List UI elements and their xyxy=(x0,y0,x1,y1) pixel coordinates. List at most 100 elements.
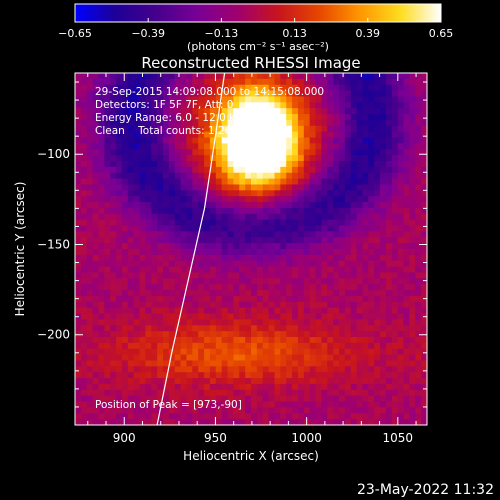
colorbar-tick-label: 0.13 xyxy=(282,27,307,40)
heatmap-cell xyxy=(286,184,293,191)
heatmap-cell xyxy=(421,419,427,425)
heatmap-cell xyxy=(204,119,211,127)
heatmap-cell xyxy=(163,102,170,109)
heatmap-cell xyxy=(356,319,364,326)
heatmap-cell xyxy=(286,96,293,103)
heatmap-cell xyxy=(192,278,199,285)
heatmap-cell xyxy=(385,272,393,279)
heatmap-cell xyxy=(339,184,346,191)
heatmap-cell xyxy=(262,213,270,221)
heatmap-cell xyxy=(121,342,129,350)
heatmap-cell xyxy=(157,108,164,115)
heatmap-cell xyxy=(415,295,422,303)
heatmap-cell xyxy=(339,249,346,256)
heatmap-cell xyxy=(415,413,422,420)
heatmap-cell xyxy=(75,419,82,425)
heatmap-cell xyxy=(104,114,111,121)
heatmap-cell xyxy=(133,225,141,232)
heatmap-cell xyxy=(368,143,375,150)
heatmap-cell xyxy=(121,313,129,320)
heatmap-cell xyxy=(256,96,264,103)
heatmap-cell xyxy=(92,319,100,326)
heatmap-cell xyxy=(233,331,240,338)
heatmap-cell xyxy=(368,348,375,356)
heatmap-cell xyxy=(333,231,340,238)
heatmap-cell xyxy=(239,155,246,162)
heatmap-cell xyxy=(268,401,276,408)
heatmap-cell xyxy=(344,196,352,203)
heatmap-cell xyxy=(256,178,264,186)
heatmap-cell xyxy=(409,131,416,139)
heatmap-cell xyxy=(98,401,105,408)
heatmap-cell xyxy=(209,125,217,133)
heatmap-cell xyxy=(268,231,276,238)
heatmap-cell xyxy=(209,354,217,362)
heatmap-cell xyxy=(75,360,82,367)
heatmap-cell xyxy=(362,73,369,80)
heatmap-cell xyxy=(274,413,281,420)
heatmap-cell xyxy=(368,96,375,103)
heatmap-cell xyxy=(344,119,352,127)
heatmap-cell xyxy=(415,342,422,350)
heatmap-cell xyxy=(309,172,317,180)
heatmap-cell xyxy=(268,419,276,425)
heatmap-cell xyxy=(315,372,322,379)
heatmap-cell xyxy=(204,166,211,174)
heatmap-cell xyxy=(380,178,387,186)
heatmap-cell xyxy=(409,342,416,350)
heatmap-cell xyxy=(121,307,129,315)
heatmap-cell xyxy=(262,84,270,92)
heatmap-cell xyxy=(75,272,82,279)
heatmap-cell xyxy=(356,325,364,332)
heatmap-cell xyxy=(233,196,240,203)
heatmap-cell xyxy=(116,78,123,86)
heatmap-cell xyxy=(121,196,129,203)
heatmap-cell xyxy=(274,149,281,156)
heatmap-cell xyxy=(75,143,82,150)
heatmap-cell xyxy=(321,125,328,133)
heatmap-cell xyxy=(168,272,176,279)
heatmap-cell xyxy=(286,272,293,279)
heatmap-cell xyxy=(303,184,311,191)
heatmap-cell xyxy=(163,125,170,133)
heatmap-cell xyxy=(116,108,123,115)
heatmap-cell xyxy=(86,178,94,186)
heatmap-cell xyxy=(127,389,135,397)
heatmap-cell xyxy=(186,78,193,86)
heatmap-cell xyxy=(309,325,317,332)
heatmap-cell xyxy=(286,219,293,227)
heatmap-cell xyxy=(403,354,410,362)
heatmap-cell xyxy=(397,131,405,139)
heatmap-cell xyxy=(274,319,281,326)
heatmap-cell xyxy=(368,372,375,379)
heatmap-cell xyxy=(262,202,270,209)
heatmap-cell xyxy=(192,202,199,209)
heatmap-cell xyxy=(415,196,422,203)
heatmap-cell xyxy=(274,119,281,127)
heatmap-cell xyxy=(297,389,305,397)
heatmap-cell xyxy=(339,295,346,303)
heatmap-cell xyxy=(145,249,152,256)
heatmap-cell xyxy=(133,325,141,332)
heatmap-cell xyxy=(321,366,328,373)
heatmap-cell xyxy=(321,378,328,385)
heatmap-cell xyxy=(239,348,246,356)
heatmap-cell xyxy=(92,207,100,215)
heatmap-cell xyxy=(221,207,229,215)
heatmap-cell xyxy=(215,260,223,268)
heatmap-cell xyxy=(409,266,416,274)
x-tick-label: 1000 xyxy=(291,431,322,445)
heatmap-cell xyxy=(121,143,129,150)
heatmap-cell xyxy=(186,307,193,315)
heatmap-cell xyxy=(362,166,369,174)
heatmap-cell xyxy=(385,143,393,150)
heatmap-cell xyxy=(409,178,416,186)
heatmap-cell xyxy=(239,360,246,367)
heatmap-cell xyxy=(121,184,129,191)
heatmap-cell xyxy=(251,125,258,133)
heatmap-cell xyxy=(215,290,223,297)
heatmap-cell xyxy=(333,207,340,215)
heatmap-cell xyxy=(186,73,193,80)
heatmap-cell xyxy=(415,348,422,356)
heatmap-cell xyxy=(92,266,100,274)
